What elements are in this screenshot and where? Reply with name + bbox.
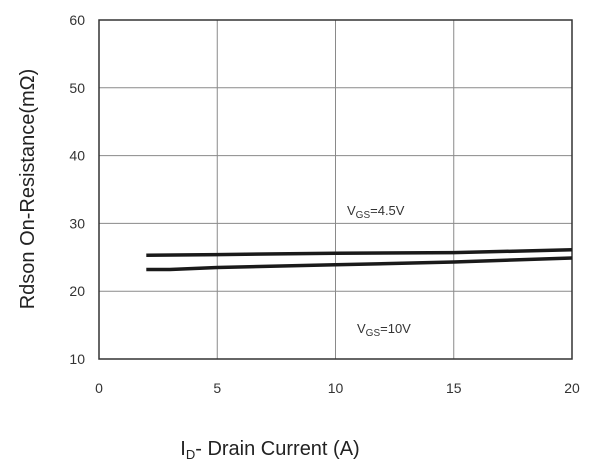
series-group	[146, 248, 573, 272]
annotation-vgs-4-5v: VGS=4.5V	[347, 203, 405, 221]
y-tick-label-1: 20	[69, 283, 85, 299]
y-tick-label-0: 10	[69, 351, 85, 367]
x-tick-label-0: 0	[95, 380, 103, 396]
y-tick-label-2: 30	[69, 215, 85, 231]
x-tick-label-3: 15	[446, 380, 462, 396]
series-line-0	[146, 248, 573, 258]
x-tick-label-1: 5	[213, 380, 221, 396]
y-tick-label-3: 40	[69, 148, 85, 164]
y-tick-label-5: 60	[69, 12, 85, 28]
grid-lines	[99, 20, 572, 359]
annotation-background-vgs-4-5	[340, 200, 445, 222]
x-tick-label-2: 10	[328, 380, 344, 396]
annotation-vgs-10v: VGS=10V	[357, 321, 411, 339]
plot-frame	[98, 19, 573, 360]
x-axis-label: ID- Drain Current (A)	[180, 438, 359, 462]
y-axis-label: Rdson On-Resistance(mΩ)	[17, 69, 39, 310]
x-tick-label-4: 20	[564, 380, 580, 396]
series-line-1	[146, 256, 573, 272]
y-axis-ticks: 10 20 30 40 50 60	[69, 12, 85, 367]
y-tick-label-4: 50	[69, 80, 85, 96]
x-axis-ticks: 0 5 10 15 20	[95, 380, 580, 396]
